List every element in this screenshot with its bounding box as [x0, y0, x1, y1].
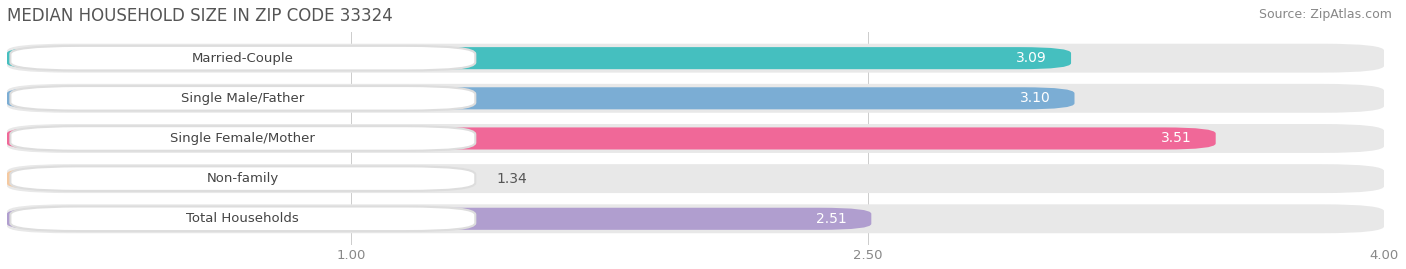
FancyBboxPatch shape [7, 128, 1216, 150]
FancyBboxPatch shape [7, 84, 1385, 113]
FancyBboxPatch shape [7, 87, 1074, 109]
FancyBboxPatch shape [10, 207, 475, 231]
Text: 3.09: 3.09 [1017, 51, 1047, 65]
Text: 2.51: 2.51 [817, 212, 848, 226]
Text: 3.51: 3.51 [1161, 132, 1191, 146]
Text: Total Households: Total Households [187, 212, 299, 225]
Text: Married-Couple: Married-Couple [191, 52, 294, 65]
Text: Single Male/Father: Single Male/Father [181, 92, 305, 105]
FancyBboxPatch shape [7, 208, 872, 230]
FancyBboxPatch shape [10, 46, 475, 70]
FancyBboxPatch shape [7, 168, 468, 190]
FancyBboxPatch shape [7, 47, 1071, 69]
FancyBboxPatch shape [10, 126, 475, 151]
FancyBboxPatch shape [7, 44, 1385, 73]
Text: 3.10: 3.10 [1019, 91, 1050, 105]
Text: MEDIAN HOUSEHOLD SIZE IN ZIP CODE 33324: MEDIAN HOUSEHOLD SIZE IN ZIP CODE 33324 [7, 7, 392, 25]
Text: Single Female/Mother: Single Female/Mother [170, 132, 315, 145]
FancyBboxPatch shape [7, 204, 1385, 233]
Text: Source: ZipAtlas.com: Source: ZipAtlas.com [1258, 8, 1392, 21]
FancyBboxPatch shape [10, 166, 475, 191]
FancyBboxPatch shape [7, 164, 1385, 193]
Text: 1.34: 1.34 [496, 172, 527, 186]
Text: Non-family: Non-family [207, 172, 278, 185]
FancyBboxPatch shape [10, 86, 475, 111]
FancyBboxPatch shape [7, 124, 1385, 153]
